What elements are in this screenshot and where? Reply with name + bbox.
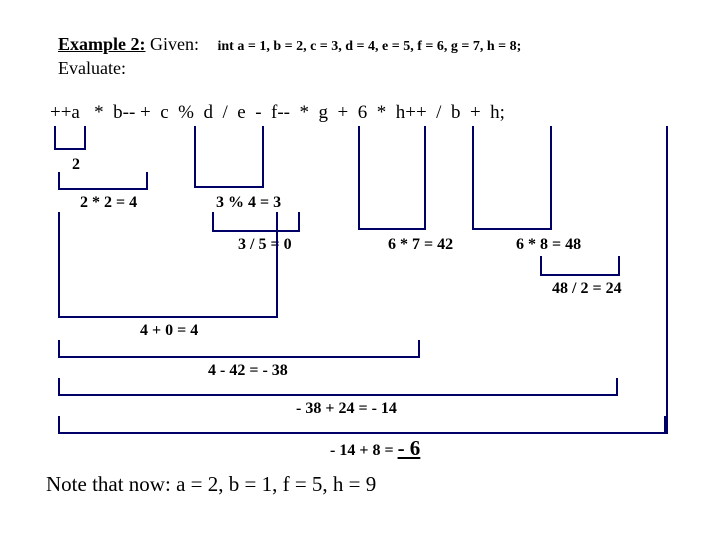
given-word: Given: — [150, 34, 199, 54]
example-label: Example 2: — [58, 34, 146, 54]
bracket-4 — [358, 126, 426, 230]
bracket-6 — [540, 256, 620, 276]
step-5: 6 * 8 = 48 — [516, 236, 581, 254]
footer-note: Note that now: a = 2, b = 1, f = 5, h = … — [46, 472, 376, 497]
step-10: - 14 + 8 = - 6 — [330, 436, 420, 461]
declaration: int a = 1, b = 2, c = 3, d = 4, e = 5, f… — [218, 39, 522, 54]
bracket-11 — [666, 126, 668, 434]
evaluate-label: Evaluate: — [58, 58, 126, 79]
example-header: Example 2: Given: int a = 1, b = 2, c = … — [58, 34, 521, 55]
step-2: 3 % 4 = 3 — [216, 194, 281, 212]
step-4: 6 * 7 = 42 — [388, 236, 453, 254]
expression-line: ++a * b-- + c % d / e - f-- * g + 6 * h+… — [50, 102, 505, 124]
step-prefix: - 14 + 8 = — [330, 442, 398, 459]
final-answer: - 6 — [398, 436, 421, 460]
bracket-7 — [58, 212, 278, 318]
bracket-5 — [472, 126, 552, 230]
bracket-2 — [194, 126, 264, 188]
note-prefix: Note that now: — [46, 472, 176, 496]
note-values: a = 2, b = 1, f = 5, h = 9 — [176, 472, 376, 496]
bracket-8 — [58, 340, 420, 358]
step-6: 48 / 2 = 24 — [552, 280, 622, 298]
bracket-0 — [54, 126, 86, 150]
bracket-1 — [58, 172, 148, 190]
step-1: 2 * 2 = 4 — [80, 194, 137, 212]
step-7: 4 + 0 = 4 — [140, 322, 198, 340]
bracket-10 — [58, 416, 666, 434]
bracket-9 — [58, 378, 618, 396]
